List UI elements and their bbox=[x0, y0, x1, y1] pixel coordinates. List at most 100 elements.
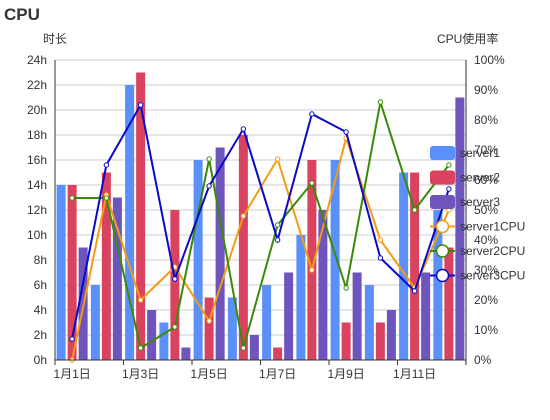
bar-server1[interactable] bbox=[90, 285, 100, 360]
line-server3CPU[interactable] bbox=[71, 102, 450, 340]
point-server2CPU[interactable] bbox=[240, 345, 247, 351]
bar-server1[interactable] bbox=[159, 322, 169, 361]
bar-server2[interactable] bbox=[273, 347, 283, 361]
point-server2CPU[interactable] bbox=[103, 195, 110, 201]
bar-server2[interactable] bbox=[238, 135, 248, 360]
point-server2CPU[interactable] bbox=[309, 180, 315, 186]
point-server2CPU[interactable] bbox=[377, 99, 384, 105]
legend-item-server1[interactable]: server1 bbox=[430, 146, 500, 160]
point-server3CPU[interactable] bbox=[206, 183, 212, 189]
bar-server2[interactable] bbox=[67, 185, 77, 360]
bar-server2[interactable] bbox=[101, 172, 111, 361]
legend-item-server1CPU[interactable]: server1CPU bbox=[430, 220, 525, 234]
legend-swatch-server2 bbox=[430, 170, 455, 185]
point-server3CPU[interactable] bbox=[377, 255, 384, 261]
y-right-tick-label: 10% bbox=[474, 323, 498, 337]
point-server1CPU[interactable] bbox=[137, 297, 144, 303]
point-server3CPU[interactable] bbox=[343, 129, 349, 135]
y-left-tick-label: 0h bbox=[34, 353, 47, 367]
bar-server1[interactable] bbox=[399, 172, 409, 361]
point-server2CPU[interactable] bbox=[137, 345, 144, 351]
legend-item-server3CPU[interactable]: server3CPU bbox=[430, 269, 525, 283]
bar-server1[interactable] bbox=[193, 160, 203, 360]
point-server2CPU[interactable] bbox=[69, 195, 75, 201]
legend-item-server3[interactable]: server3 bbox=[430, 195, 500, 209]
point-server2CPU[interactable] bbox=[446, 162, 452, 168]
point-server2CPU[interactable] bbox=[343, 285, 349, 291]
legend-marker-server3CPU bbox=[435, 268, 450, 283]
bar-server2[interactable] bbox=[136, 72, 146, 361]
bar-server3[interactable] bbox=[318, 210, 328, 360]
bar-server3[interactable] bbox=[352, 272, 362, 361]
point-server3CPU[interactable] bbox=[411, 288, 418, 294]
y-left-tick-label: 8h bbox=[34, 253, 47, 267]
bar-server1[interactable] bbox=[262, 285, 272, 360]
bar-server3[interactable] bbox=[215, 147, 225, 361]
y-right-axis-name: CPU使用率 bbox=[437, 31, 498, 46]
point-server3CPU[interactable] bbox=[103, 162, 110, 168]
y-left-tick-label: 20h bbox=[27, 103, 47, 117]
legend-item-server2CPU[interactable]: server2CPU bbox=[430, 244, 525, 258]
line-layer bbox=[69, 99, 452, 363]
axes: 0h 2h 4h 6h 8h 10h 12h 14h 16h 18h 20h 22h 24h 0% 10% 2… bbox=[27, 53, 505, 381]
bar-server1[interactable] bbox=[227, 297, 237, 361]
point-server1CPU[interactable] bbox=[240, 213, 247, 219]
x-tick-label: 1月9日 bbox=[327, 367, 364, 381]
y-left-tick-label: 2h bbox=[34, 328, 47, 342]
bar-server1[interactable] bbox=[330, 160, 340, 360]
bar-server2[interactable] bbox=[341, 322, 351, 361]
bar-server3[interactable] bbox=[181, 347, 191, 361]
point-server3CPU[interactable] bbox=[69, 336, 75, 342]
bar-server3[interactable] bbox=[147, 310, 157, 360]
point-server2CPU[interactable] bbox=[206, 156, 212, 162]
legend-swatch-server1 bbox=[430, 146, 455, 160]
bar-server3[interactable] bbox=[386, 310, 396, 360]
y-left-tick-label: 6h bbox=[34, 278, 47, 292]
point-server2CPU[interactable] bbox=[411, 207, 418, 213]
point-server2CPU[interactable] bbox=[274, 222, 281, 228]
point-server2CPU[interactable] bbox=[172, 324, 178, 330]
point-server1CPU[interactable] bbox=[377, 237, 384, 243]
legend-swatch-server3 bbox=[430, 195, 455, 209]
bar-server3[interactable] bbox=[421, 272, 431, 361]
y-right-tick-label: 100% bbox=[474, 53, 505, 67]
x-tick-label: 1月11日 bbox=[393, 367, 436, 381]
bar-server2[interactable] bbox=[170, 210, 180, 360]
bar-server1[interactable] bbox=[364, 285, 374, 360]
point-server1CPU[interactable] bbox=[206, 318, 212, 324]
bar-server1[interactable] bbox=[296, 235, 306, 360]
bar-server2[interactable] bbox=[375, 322, 385, 361]
point-server3CPU[interactable] bbox=[309, 111, 315, 117]
legend-item-server2[interactable]: server2 bbox=[430, 170, 500, 185]
point-server3CPU[interactable] bbox=[240, 126, 247, 132]
line-server2CPU[interactable] bbox=[72, 101, 450, 350]
bar-server2[interactable] bbox=[307, 160, 317, 360]
bar-server1[interactable] bbox=[125, 85, 135, 360]
bar-server3[interactable] bbox=[112, 197, 122, 361]
point-server3CPU[interactable] bbox=[274, 237, 281, 243]
point-server3CPU[interactable] bbox=[172, 276, 178, 282]
bar-server3[interactable] bbox=[284, 272, 294, 361]
bar-server1[interactable] bbox=[56, 185, 66, 360]
bar-server2[interactable] bbox=[444, 247, 454, 361]
y-right-tick-label: 60% bbox=[474, 173, 498, 187]
legend[interactable]: server1 server2 server3 server1CPU server2CP… bbox=[430, 146, 525, 283]
bar-server2[interactable] bbox=[204, 297, 214, 361]
bar-server1[interactable] bbox=[433, 210, 443, 360]
point-server3CPU[interactable] bbox=[446, 186, 452, 192]
y-right-tick-label: 40% bbox=[474, 233, 498, 247]
legend-label-server3CPU: server3CPU bbox=[460, 269, 525, 283]
bar-server3[interactable] bbox=[455, 97, 465, 361]
point-server1CPU[interactable] bbox=[274, 156, 281, 162]
legend-label-server2: server2 bbox=[460, 171, 500, 185]
y-left-axis-name: 时长 bbox=[43, 32, 67, 46]
point-server1CPU[interactable] bbox=[309, 267, 315, 273]
x-tick-label: 1月1日 bbox=[53, 367, 90, 381]
bar-server3[interactable] bbox=[249, 335, 259, 360]
point-server3CPU[interactable] bbox=[137, 102, 144, 108]
bar-server2[interactable] bbox=[410, 172, 420, 361]
y-right-tick-label: 70% bbox=[474, 143, 498, 157]
legend-label-server1CPU: server1CPU bbox=[460, 220, 525, 234]
y-right-tick-label: 50% bbox=[474, 203, 498, 217]
